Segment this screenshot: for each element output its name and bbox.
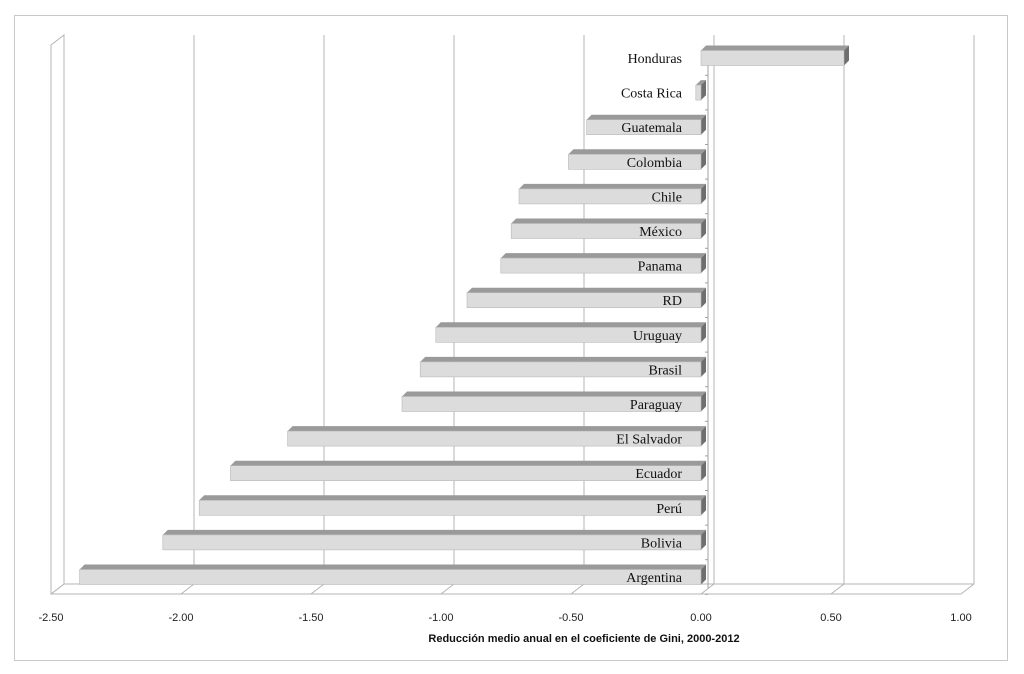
- bar-end-13: [701, 495, 706, 516]
- category-label-8: Uruguay: [633, 329, 682, 344]
- bar-top-10: [402, 391, 706, 397]
- floor-line-2: [310, 583, 325, 595]
- floor-line-7: [960, 583, 975, 595]
- bar-0: [700, 50, 845, 66]
- bar-end-6: [701, 253, 706, 274]
- bar-6: [500, 257, 702, 274]
- category-label-15: Argentina: [626, 571, 683, 586]
- bar-15: [79, 569, 702, 585]
- bar-top-4: [519, 183, 706, 189]
- category-label-5: México: [639, 225, 682, 240]
- x-tick-label-2: -1.50: [298, 612, 323, 624]
- bar-top-15: [79, 564, 707, 570]
- category-label-13: Perú: [656, 502, 682, 517]
- bar-top-2: [586, 114, 706, 120]
- bar-10: [401, 396, 702, 412]
- bar-end-8: [701, 322, 706, 343]
- bar-top-3: [568, 149, 706, 155]
- bar-top-7: [467, 287, 706, 293]
- bar-11: [287, 430, 702, 447]
- category-label-1: Costa Rica: [621, 87, 683, 102]
- floor-line-5: [700, 583, 715, 595]
- bar-13: [198, 499, 702, 516]
- category-label-7: RD: [663, 294, 682, 309]
- category-label-12: Ecuador: [635, 467, 682, 482]
- floor-line-6: [830, 583, 845, 595]
- bar-top-9: [420, 356, 706, 362]
- x-tick-label-4: -0.50: [558, 612, 583, 624]
- x-tick-label-5: 0.00: [690, 612, 711, 624]
- bar-end-7: [701, 287, 706, 308]
- category-label-3: Colombia: [627, 156, 683, 171]
- category-label-10: Paraguay: [630, 398, 682, 413]
- bar-12: [230, 465, 702, 482]
- bar-top-8: [435, 322, 706, 328]
- bar-top-6: [500, 253, 706, 259]
- bar-top-0: [701, 45, 849, 51]
- bar-top-5: [511, 218, 706, 224]
- category-label-14: Bolivia: [641, 536, 683, 551]
- left-side-wall: [50, 33, 65, 596]
- category-label-9: Brasil: [649, 363, 683, 378]
- bar-end-5: [701, 218, 706, 239]
- bar-end-12: [701, 460, 706, 481]
- bar-1: [695, 84, 702, 101]
- category-label-4: Chile: [652, 190, 682, 205]
- x-tick-label-6: 0.50: [820, 612, 841, 624]
- x-tick-label-7: 1.00: [950, 612, 971, 624]
- x-tick-label-1: -2.00: [168, 612, 193, 624]
- bar-end-14: [701, 529, 706, 550]
- bar-top-13: [199, 495, 706, 501]
- bar-9: [419, 361, 702, 378]
- x-tick-label-0: -2.50: [38, 612, 63, 624]
- bar-top-1: [695, 80, 706, 86]
- bar-end-15: [701, 564, 706, 585]
- bar-top-14: [162, 529, 707, 535]
- bar-top-12: [230, 460, 706, 466]
- category-label-2: Guatemala: [621, 121, 682, 136]
- bar-end-10: [701, 391, 706, 412]
- floor-line-3: [440, 583, 455, 595]
- floor-line-4: [570, 583, 585, 595]
- category-label-11: El Salvador: [616, 433, 682, 448]
- x-axis-title: Reducción medio anual en el coeficiente …: [428, 633, 739, 645]
- bar-2: [586, 119, 702, 135]
- bar-end-1: [701, 80, 706, 101]
- bar-end-3: [701, 149, 706, 170]
- x-tick-label-3: -1.00: [428, 612, 453, 624]
- category-label-0: Honduras: [628, 52, 682, 67]
- bar-7: [466, 292, 702, 309]
- bar-top-11: [287, 426, 706, 432]
- bar-4: [518, 188, 702, 205]
- bar-3: [568, 154, 702, 170]
- bar-end-11: [701, 426, 706, 447]
- floor-line-1: [180, 583, 195, 595]
- bar-8: [435, 326, 702, 343]
- bar-end-9: [701, 356, 706, 377]
- category-label-6: Panama: [638, 260, 683, 275]
- bar-end-2: [701, 114, 706, 135]
- bar-14: [162, 534, 702, 551]
- bar-end-0: [844, 45, 849, 66]
- bar-end-4: [701, 183, 706, 204]
- bar-5: [510, 223, 702, 239]
